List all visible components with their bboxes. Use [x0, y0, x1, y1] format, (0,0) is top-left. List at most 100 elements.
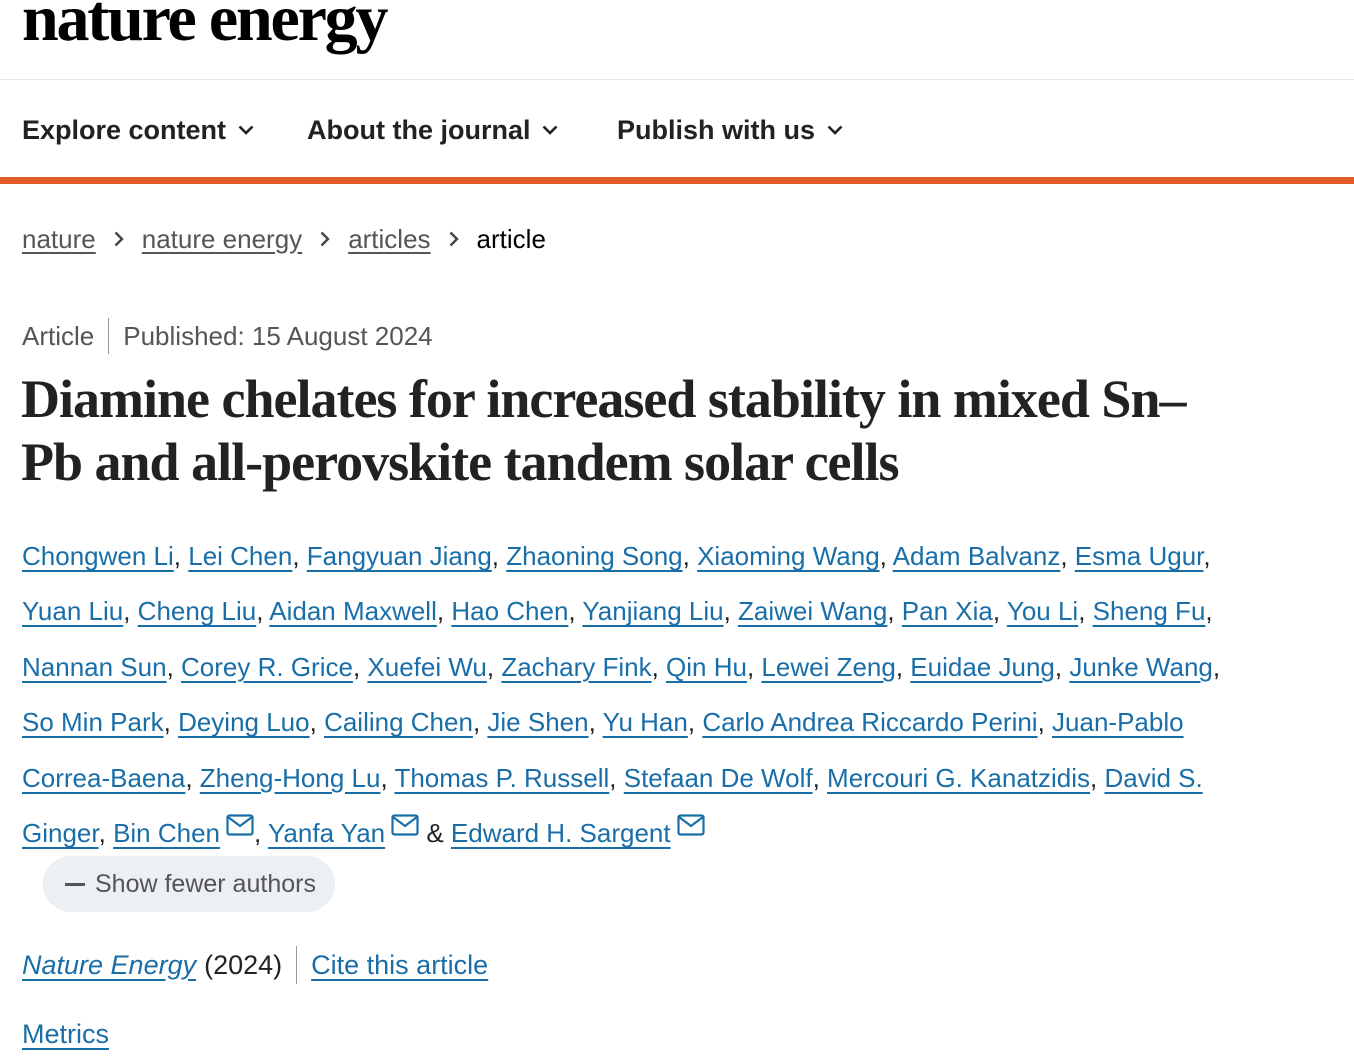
- author-separator: ,: [609, 762, 624, 793]
- author-separator: &: [419, 818, 451, 849]
- author-link[interactable]: Juan-Pablo Correa-Baena: [22, 707, 1184, 793]
- author-item: Edward H. Sargent: [450, 814, 705, 849]
- cite-this-article-link[interactable]: Cite this article: [311, 949, 489, 980]
- article-meta: Article Published: 15 August 2024: [22, 318, 433, 354]
- author-link[interactable]: Nannan Sun: [22, 651, 167, 682]
- author-link[interactable]: Sheng Fu: [1092, 596, 1206, 627]
- journal-logo[interactable]: nature energy: [22, 0, 388, 55]
- author-item: Pan Xia: [902, 596, 993, 626]
- author-link[interactable]: Corey R. Grice: [181, 651, 353, 682]
- author-item: Zachary Fink: [501, 652, 651, 682]
- author-link[interactable]: Bin Chen: [113, 818, 221, 849]
- author-separator: ,: [380, 762, 395, 793]
- author-separator: ,: [812, 762, 828, 793]
- author-item: Euidae Jung: [910, 652, 1055, 682]
- author-item: Yuan Liu: [22, 596, 123, 626]
- nav-about-journal[interactable]: About the journal: [307, 116, 558, 144]
- author-link[interactable]: Chongwen Li: [22, 541, 174, 571]
- envelope-icon[interactable]: [391, 814, 419, 836]
- author-link[interactable]: You Li: [1006, 596, 1079, 627]
- author-separator: ,: [887, 596, 902, 627]
- author-link[interactable]: Carlo Andrea Riccardo Perini: [702, 707, 1038, 738]
- author-link[interactable]: Thomas P. Russell: [394, 762, 610, 793]
- author-separator: ,: [292, 541, 307, 571]
- author-link[interactable]: Yanjiang Liu: [582, 596, 724, 627]
- author-link[interactable]: Lei Chen: [188, 541, 293, 571]
- envelope-icon[interactable]: [676, 814, 705, 836]
- author-link[interactable]: Zheng-Hong Lu: [199, 762, 381, 793]
- breadcrumb: nature nature energy articles article: [22, 222, 546, 256]
- author-item: Nannan Sun: [22, 652, 167, 682]
- nav-explore-content[interactable]: Explore content: [22, 116, 254, 144]
- chevron-down-icon: [543, 125, 558, 135]
- author-separator: ,: [98, 818, 114, 849]
- show-fewer-authors-button[interactable]: Show fewer authors: [43, 856, 335, 912]
- author-item: Stefaan De Wolf: [624, 763, 813, 793]
- author-item: You Li: [1007, 596, 1078, 626]
- author-separator: ,: [687, 707, 703, 738]
- author-link[interactable]: So Min Park: [22, 707, 164, 738]
- citation-divider: [296, 946, 298, 984]
- author-link[interactable]: David S. Ginger: [22, 762, 1203, 849]
- author-link[interactable]: Mercouri G. Kanatzidis: [827, 762, 1091, 793]
- author-link[interactable]: Fangyuan Jiang: [306, 541, 492, 571]
- breadcrumb-articles[interactable]: articles: [348, 223, 431, 254]
- author-separator: ,: [1037, 707, 1053, 738]
- nav-publish-with-us[interactable]: Publish with us: [617, 116, 843, 144]
- author-item: Yanfa Yan: [268, 814, 419, 849]
- author-link[interactable]: Yuan Liu: [22, 596, 124, 627]
- author-link[interactable]: Qin Hu: [666, 651, 747, 682]
- author-link[interactable]: Cheng Liu: [137, 596, 257, 627]
- author-link[interactable]: Edward H. Sargent: [450, 818, 671, 849]
- author-link[interactable]: Xiaoming Wang: [697, 541, 880, 571]
- breadcrumb-current: article: [476, 223, 546, 254]
- author-item: Corey R. Grice: [181, 652, 353, 682]
- author-separator: ,: [1090, 762, 1105, 793]
- author-item: Juan-Pablo Correa-Baena: [22, 707, 1184, 792]
- author-separator: ,: [651, 651, 667, 682]
- author-separator: ,: [352, 651, 368, 682]
- author-link[interactable]: Hao Chen: [451, 596, 569, 627]
- author-separator: ,: [1060, 541, 1075, 571]
- author-link[interactable]: Euidae Jung: [910, 651, 1055, 682]
- author-separator: ,: [256, 596, 270, 627]
- author-link[interactable]: Yu Han: [602, 707, 688, 738]
- citation-row: Nature Energy (2024) Cite this article: [22, 946, 488, 984]
- author-link[interactable]: Aidan Maxwell: [269, 596, 437, 627]
- breadcrumb-nature[interactable]: nature: [22, 223, 96, 254]
- author-item: Mercouri G. Kanatzidis: [827, 763, 1090, 793]
- author-link[interactable]: Stefaan De Wolf: [623, 762, 813, 793]
- author-link[interactable]: Junke Wang: [1069, 651, 1213, 682]
- author-item: Yanjiang Liu: [582, 596, 723, 626]
- author-link[interactable]: Esma Ugur: [1074, 541, 1204, 571]
- author-separator: ,: [746, 651, 762, 682]
- author-link[interactable]: Xuefei Wu: [367, 651, 487, 682]
- author-item: Sheng Fu: [1093, 596, 1206, 626]
- author-separator: ,: [436, 596, 452, 627]
- journal-link[interactable]: Nature Energy: [22, 949, 197, 980]
- author-separator: ,: [486, 651, 502, 682]
- author-link[interactable]: Cailing Chen: [324, 707, 473, 738]
- author-item: Cheng Liu: [138, 596, 257, 626]
- author-item: Hao Chen: [451, 596, 568, 626]
- author-link[interactable]: Zaiwei Wang: [738, 596, 888, 627]
- author-item: Qin Hu: [666, 652, 747, 682]
- metrics-link[interactable]: Metrics: [22, 1019, 109, 1049]
- publication-year: (2024): [204, 949, 283, 980]
- author-link[interactable]: Pan Xia: [901, 596, 993, 627]
- author-link[interactable]: Jie Shen: [487, 707, 589, 738]
- author-link[interactable]: Zhaoning Song: [506, 541, 683, 571]
- author-separator: ,: [1205, 596, 1213, 627]
- author-separator: ,: [1203, 541, 1211, 571]
- author-separator: ,: [1212, 651, 1221, 682]
- author-link[interactable]: Lewei Zeng: [761, 651, 896, 682]
- author-link[interactable]: Yanfa Yan: [268, 818, 386, 849]
- author-link[interactable]: Deying Luo: [178, 707, 310, 738]
- author-link[interactable]: Adam Balvanz: [892, 541, 1061, 571]
- author-separator: ,: [163, 707, 179, 738]
- author-separator: ,: [185, 762, 200, 793]
- author-item: Junke Wang: [1069, 652, 1213, 682]
- envelope-icon[interactable]: [226, 814, 254, 836]
- breadcrumb-nature-energy[interactable]: nature energy: [141, 223, 303, 254]
- author-link[interactable]: Zachary Fink: [501, 651, 652, 682]
